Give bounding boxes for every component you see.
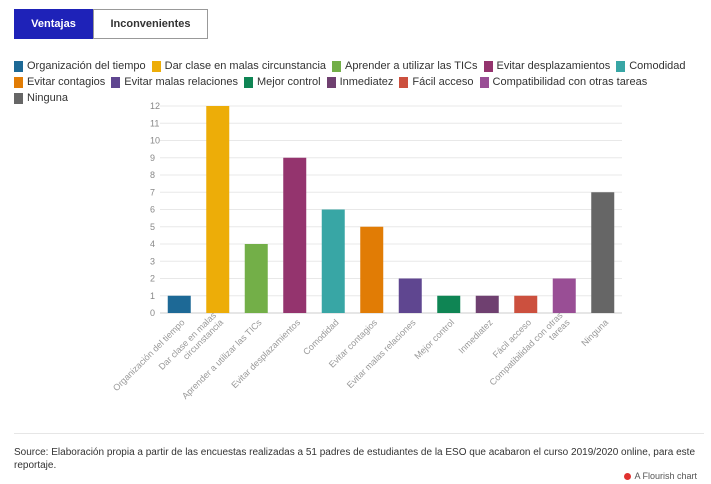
legend-label: Evitar malas relaciones (124, 76, 238, 88)
x-tick-label: Mejor control (412, 317, 456, 361)
bar (552, 278, 576, 313)
bar (206, 106, 230, 313)
legend-label: Inmediatez (339, 76, 394, 88)
legend-item[interactable]: Fácil acceso (399, 75, 474, 89)
y-tick-label: 5 (150, 222, 155, 232)
chart-legend: Organización del tiempo Dar clase en mala… (14, 59, 704, 105)
y-tick-label: 4 (150, 239, 155, 249)
legend-swatch (399, 76, 409, 88)
x-tick-label: Inmediatez (456, 317, 495, 356)
legend-item[interactable]: Ninguna (14, 91, 68, 105)
legend-label: Fácil acceso (412, 76, 474, 88)
y-tick-label: 6 (150, 205, 155, 215)
y-tick-label: 0 (150, 308, 155, 318)
bar (437, 295, 461, 313)
y-tick-label: 1 (150, 291, 155, 301)
legend-swatch (14, 60, 23, 72)
y-tick-label: 11 (150, 118, 159, 128)
y-tick-label: 7 (150, 187, 155, 197)
source-note: Source: Elaboración propia a partir de l… (14, 447, 696, 471)
bar (398, 278, 422, 313)
legend-swatch (14, 92, 23, 104)
y-tick-label: 9 (150, 153, 155, 163)
flourish-credit-label: A Flourish chart (634, 471, 697, 481)
legend-item[interactable]: Comodidad (616, 59, 686, 73)
y-tick-label: 8 (150, 170, 155, 180)
legend-item[interactable]: Organización del tiempo (14, 59, 146, 73)
legend-label: Dar clase en malas circunstancia (164, 60, 327, 72)
flourish-credit-link[interactable]: A Flourish chart (624, 471, 697, 481)
tab-inconvenientes[interactable]: Inconvenientes (93, 9, 208, 39)
legend-swatch (332, 60, 342, 72)
bar (360, 226, 384, 313)
legend-label: Evitar desplazamientos (496, 60, 611, 72)
legend-label: Organización del tiempo (27, 60, 146, 72)
x-tick-label: Comodidad (301, 317, 341, 357)
legend-swatch (243, 76, 253, 88)
legend-item[interactable]: Dar clase en malas circunstancia (151, 59, 327, 73)
tab-bar: Ventajas Inconvenientes (14, 9, 208, 39)
bar (591, 192, 615, 313)
y-tick-label: 10 (150, 136, 160, 146)
legend-item[interactable]: Mejor control (243, 75, 321, 89)
bar (167, 295, 191, 313)
bar (475, 295, 499, 313)
bar (514, 295, 538, 313)
legend-label: Evitar contagios (27, 76, 106, 88)
legend-label: Mejor control (256, 76, 321, 88)
legend-label: Comodidad (629, 60, 686, 72)
bar (283, 157, 307, 313)
legend-item[interactable]: Evitar malas relaciones (111, 75, 238, 89)
divider (14, 433, 704, 434)
bar (244, 244, 268, 313)
legend-swatch (14, 76, 23, 88)
legend-label: Ninguna (27, 92, 68, 104)
tab-ventajas[interactable]: Ventajas (14, 9, 93, 39)
x-tick-label: Evitar malas relaciones (345, 317, 418, 390)
y-tick-label: 3 (150, 256, 155, 266)
y-tick-label: 12 (150, 101, 160, 111)
legend-swatch (326, 76, 336, 88)
legend-label: Compatibilidad con otras tareas (492, 76, 648, 88)
legend-item[interactable]: Inmediatez (326, 75, 394, 89)
x-tick-label: Evitar desplazamientos (229, 317, 302, 390)
legend-label: Aprender a utilizar las TICs (345, 60, 478, 72)
legend-swatch (111, 76, 121, 88)
legend-swatch (151, 60, 161, 72)
flourish-logo-icon (624, 472, 632, 480)
y-tick-label: 2 (150, 274, 155, 284)
legend-swatch (483, 60, 493, 72)
legend-item[interactable]: Compatibilidad con otras tareas (479, 75, 648, 89)
legend-swatch (479, 76, 489, 88)
legend-item[interactable]: Evitar desplazamientos (483, 59, 611, 73)
legend-item[interactable]: Aprender a utilizar las TICs (332, 59, 478, 73)
bar (321, 209, 345, 313)
x-tick-label: Ninguna (579, 317, 610, 348)
legend-item[interactable]: Evitar contagios (14, 75, 105, 89)
legend-swatch (616, 60, 626, 72)
